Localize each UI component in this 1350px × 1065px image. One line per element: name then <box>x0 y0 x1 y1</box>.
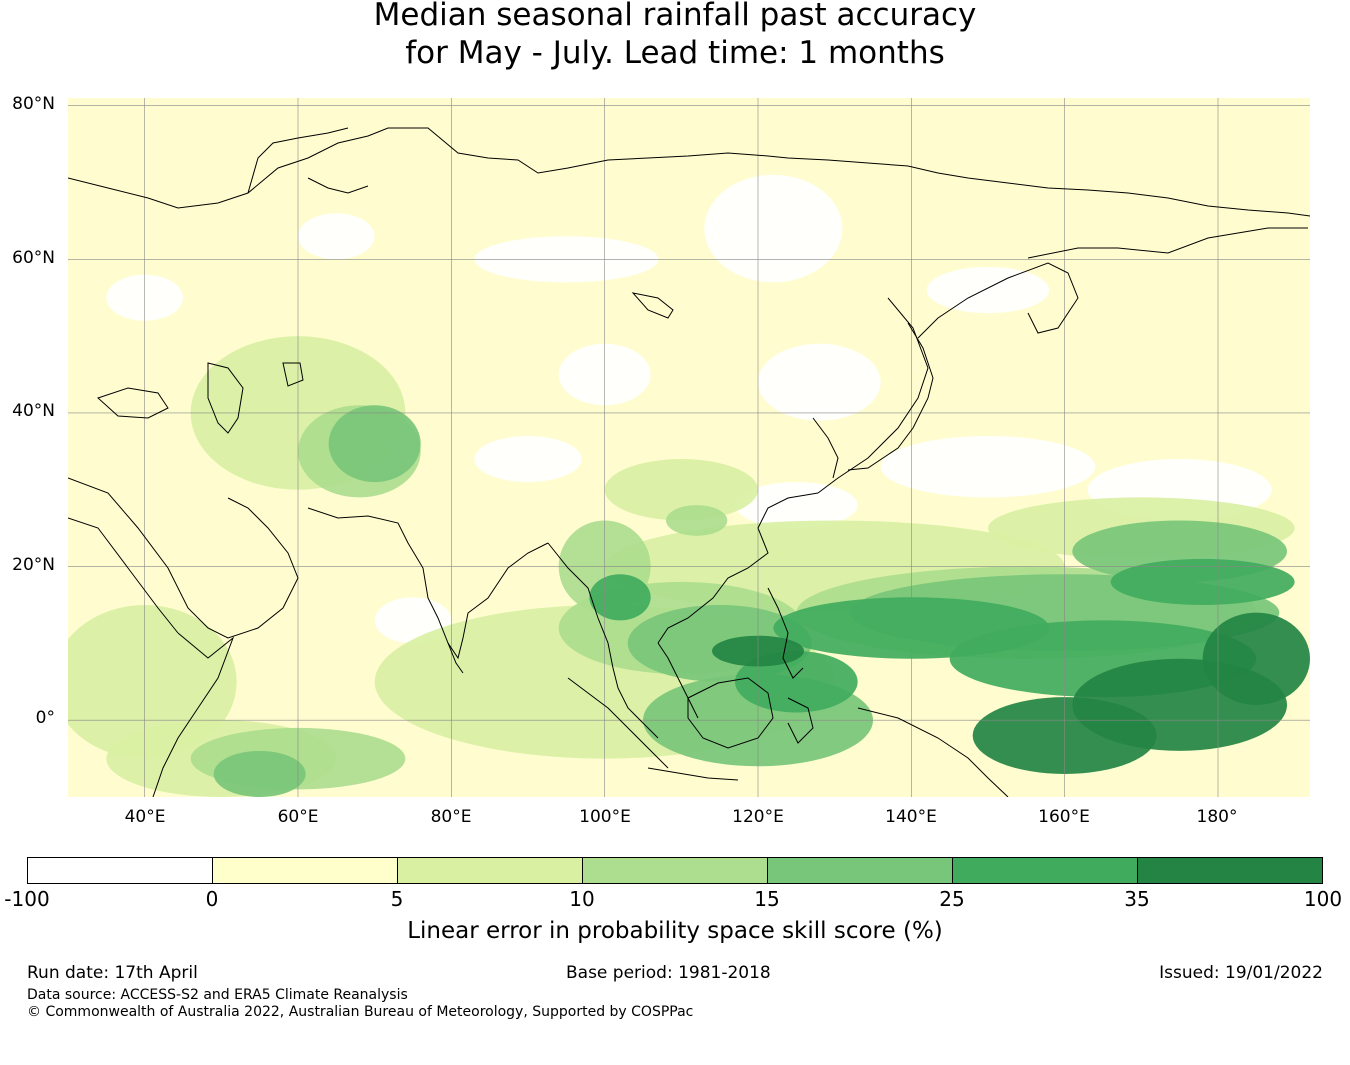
lon-label-60e: 60°E <box>277 807 319 827</box>
skill-region <box>474 435 582 483</box>
lon-label-180: 180° <box>1196 807 1238 827</box>
lat-label-80n: 80°N <box>12 94 55 114</box>
run-date: Run date: 17th April <box>27 963 198 983</box>
lon-label-100e: 100°E <box>579 807 631 827</box>
colorbar-segment-6 <box>953 858 1138 883</box>
colorbar-tick: 5 <box>390 887 404 911</box>
skill-region <box>735 482 858 529</box>
chart-title-line2: for May - July. Lead time: 1 months <box>405 35 945 71</box>
skill-region <box>880 435 1096 498</box>
colorbar-tick: -100 <box>4 887 50 911</box>
lon-label-40e: 40°E <box>124 807 166 827</box>
data-source: Data source: ACCESS-S2 and ERA5 Climate … <box>27 987 408 1003</box>
colorbar-segment-5 <box>768 858 953 883</box>
lon-label-160e: 160°E <box>1038 807 1090 827</box>
skill-score-map <box>68 98 1310 797</box>
lat-label-20n: 20°N <box>12 555 55 575</box>
coastlines <box>68 127 1310 797</box>
colorbar-segment-4 <box>583 858 768 883</box>
skill-score-fields <box>68 174 1310 797</box>
lat-label-60n: 60°N <box>12 248 55 268</box>
skill-region <box>735 651 858 713</box>
colorbar-tick: 35 <box>1124 887 1150 911</box>
skill-region <box>604 459 758 521</box>
copyright: © Commonwealth of Australia 2022, Austra… <box>27 1004 694 1020</box>
colorbar-tick: 15 <box>754 887 780 911</box>
skill-region <box>704 174 843 283</box>
colorbar-tick: 100 <box>1303 887 1343 911</box>
map-gridlines <box>68 98 1310 797</box>
lon-label-140e: 140°E <box>885 807 937 827</box>
skill-region <box>1110 558 1295 605</box>
skill-region <box>298 213 375 260</box>
skill-region <box>666 505 728 536</box>
map-canvas <box>68 98 1310 797</box>
colorbar <box>27 857 1323 884</box>
lon-label-120e: 120°E <box>732 807 784 827</box>
skill-region <box>926 266 1050 314</box>
base-period: Base period: 1981-2018 <box>566 963 771 983</box>
lon-label-80e: 80°E <box>430 807 472 827</box>
colorbar-tick: 10 <box>569 887 595 911</box>
chart-title-line1: Median seasonal rainfall past accuracy <box>373 0 977 33</box>
skill-region <box>589 574 651 621</box>
colorbar-tick: 0 <box>205 887 219 911</box>
skill-region <box>758 343 881 421</box>
skill-region <box>1202 612 1310 705</box>
issued-date: Issued: 19/01/2022 <box>1159 963 1323 983</box>
skill-region <box>328 405 421 483</box>
colorbar-segment-3 <box>398 858 583 883</box>
skill-region <box>213 750 306 797</box>
colorbar-segment-1 <box>28 858 213 883</box>
lat-label-40n: 40°N <box>12 401 55 421</box>
colorbar-tick: 25 <box>939 887 965 911</box>
colorbar-label: Linear error in probability space skill … <box>407 918 943 944</box>
colorbar-segment-7 <box>1138 858 1322 883</box>
colorbar-segment-2 <box>213 858 398 883</box>
lat-label-equator: 0° <box>35 708 55 728</box>
